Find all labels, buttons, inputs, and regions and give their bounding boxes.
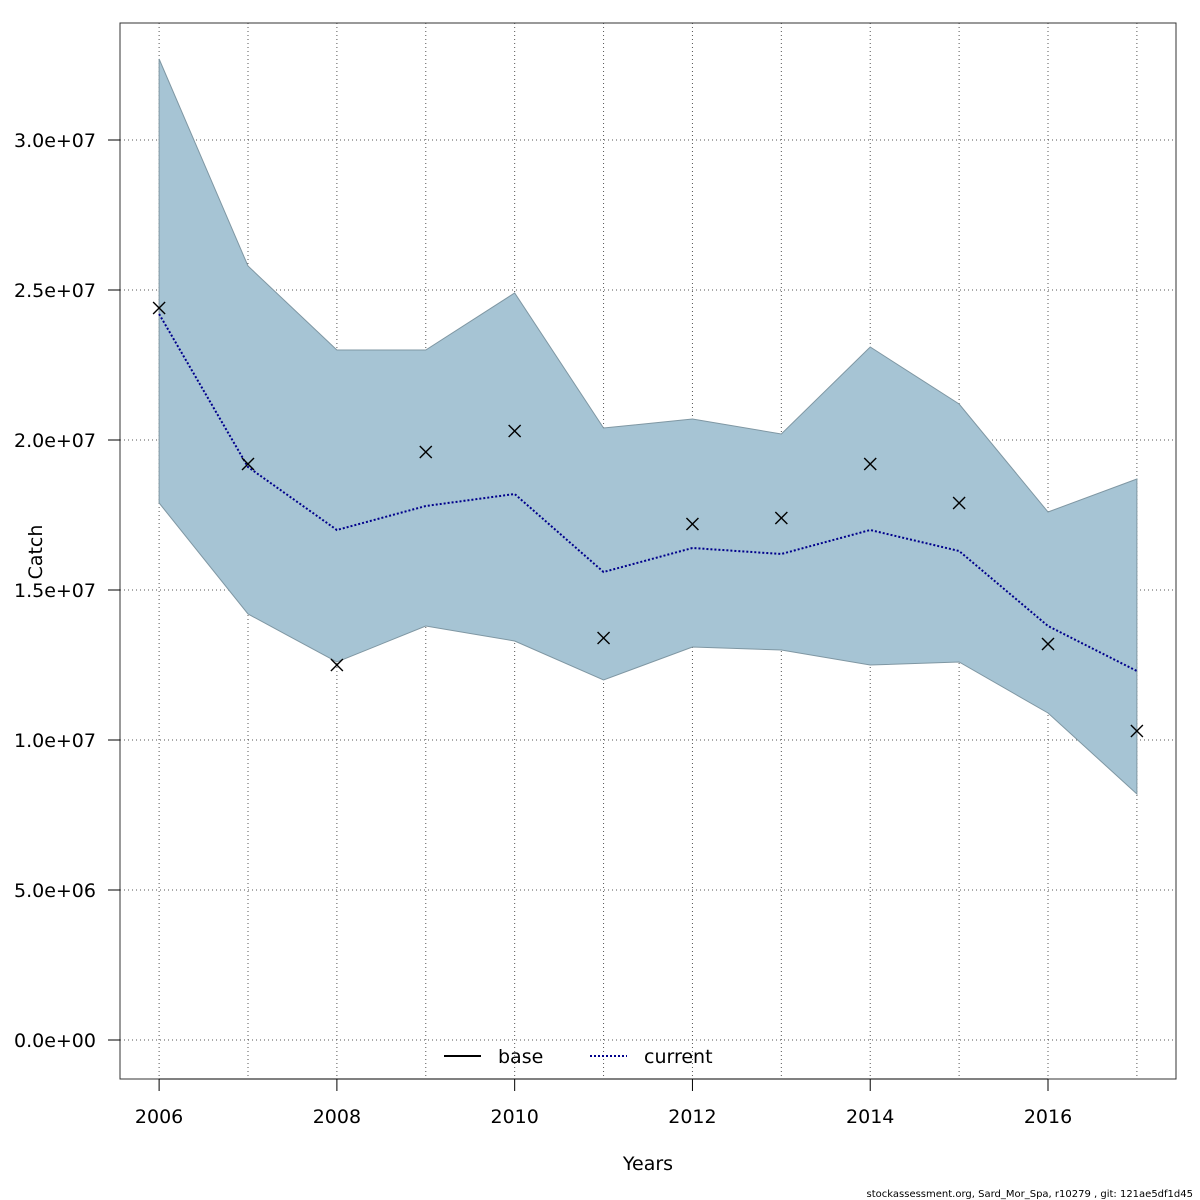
observed-point-stroke bbox=[685, 517, 699, 531]
legend-label-base: base bbox=[498, 1046, 543, 1068]
observed-point bbox=[597, 631, 611, 645]
observed-point bbox=[152, 301, 166, 315]
observed-point-stroke bbox=[952, 496, 966, 510]
x-tick-label: 2016 bbox=[1024, 1106, 1072, 1128]
footer-credit: stockassessment.org, Sard_Mor_Spa, r1027… bbox=[867, 1189, 1193, 1200]
x-tick-label: 2014 bbox=[846, 1106, 894, 1128]
y-tick-label: 1.5e+07 bbox=[14, 580, 96, 602]
y-tick-label: 2.5e+07 bbox=[14, 280, 96, 302]
y-tick-label: 2.0e+07 bbox=[14, 430, 96, 452]
x-tick-label: 2008 bbox=[313, 1106, 361, 1128]
legend: base current bbox=[444, 1046, 713, 1068]
observed-point bbox=[241, 457, 255, 471]
observed-point bbox=[330, 658, 344, 672]
x-tick-label: 2012 bbox=[668, 1106, 716, 1128]
x-tick-label: 2010 bbox=[490, 1106, 538, 1128]
observed-point bbox=[774, 511, 788, 525]
observed-point-stroke bbox=[863, 457, 877, 471]
confidence-band bbox=[158, 58, 1138, 796]
observed-point bbox=[863, 457, 877, 471]
observed-point-stroke bbox=[419, 445, 433, 459]
confidence-band-area bbox=[158, 58, 1138, 796]
observed-point bbox=[1130, 724, 1144, 738]
observed-point-stroke bbox=[152, 301, 166, 315]
series-line-current bbox=[158, 313, 1138, 672]
observed-point-stroke bbox=[774, 511, 788, 525]
observed-point-stroke bbox=[508, 424, 522, 438]
x-tick-label: 2006 bbox=[135, 1106, 183, 1128]
observed-point-stroke bbox=[1041, 637, 1055, 651]
observed-markers bbox=[152, 301, 1144, 738]
observed-point-stroke bbox=[1130, 724, 1144, 738]
observed-point-stroke bbox=[597, 631, 611, 645]
legend-label-current: current bbox=[644, 1046, 713, 1068]
y-tick-label: 1.0e+07 bbox=[14, 730, 96, 752]
observed-point bbox=[952, 496, 966, 510]
series-lines bbox=[158, 313, 1138, 672]
x-axis: 2006 2008 2010 2012 2014 2016 bbox=[135, 1078, 1072, 1128]
y-axis: 0.0e+00 5.0e+06 1.0e+07 1.5e+07 2.0e+07 2.5e+… bbox=[14, 130, 120, 1052]
observed-point bbox=[419, 445, 433, 459]
y-axis-title: Catch bbox=[25, 525, 47, 580]
y-tick-label: 5.0e+06 bbox=[14, 880, 96, 902]
observed-point bbox=[1041, 637, 1055, 651]
x-axis-title: Years bbox=[622, 1153, 673, 1175]
observed-point bbox=[685, 517, 699, 531]
observed-point-stroke bbox=[330, 658, 344, 672]
y-tick-label: 3.0e+07 bbox=[14, 130, 96, 152]
observed-point bbox=[508, 424, 522, 438]
y-tick-label: 0.0e+00 bbox=[14, 1030, 96, 1052]
observed-point-stroke bbox=[241, 457, 255, 471]
